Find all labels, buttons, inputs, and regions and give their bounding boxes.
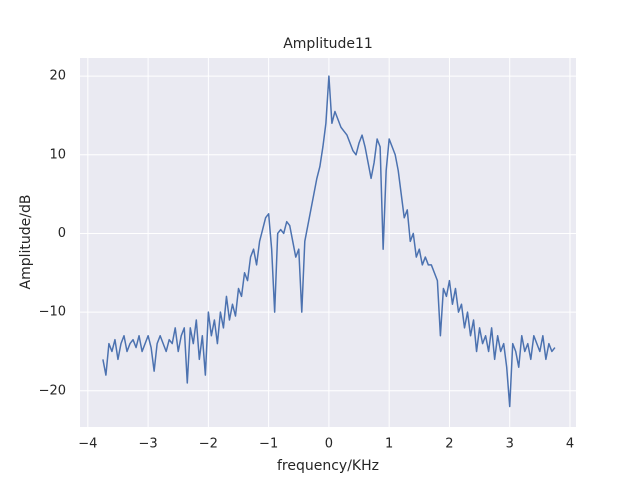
- x-tick-label: 2: [445, 437, 453, 452]
- y-tick-label: −10: [39, 305, 66, 320]
- x-tick-label: 3: [506, 437, 514, 452]
- y-tick-label: 20: [49, 69, 66, 84]
- y-axis-label: Amplitude/dB: [18, 195, 34, 290]
- y-tick-label: −20: [39, 383, 66, 398]
- x-tick-label: 1: [385, 437, 393, 452]
- y-tick-label: 0: [58, 226, 66, 241]
- x-tick-label: −1: [259, 437, 278, 452]
- x-tick-label: −4: [78, 437, 97, 452]
- x-axis-label: frequency/KHz: [277, 458, 379, 474]
- plot-area: [80, 58, 576, 427]
- x-tick-label: 0: [325, 437, 333, 452]
- chart-title: Amplitude11: [283, 36, 373, 52]
- data-line: [102, 75, 556, 408]
- y-tick-label: 10: [49, 147, 66, 162]
- x-tick-label: −3: [139, 437, 158, 452]
- x-tick-label: 4: [566, 437, 574, 452]
- x-tick-label: −2: [199, 437, 218, 452]
